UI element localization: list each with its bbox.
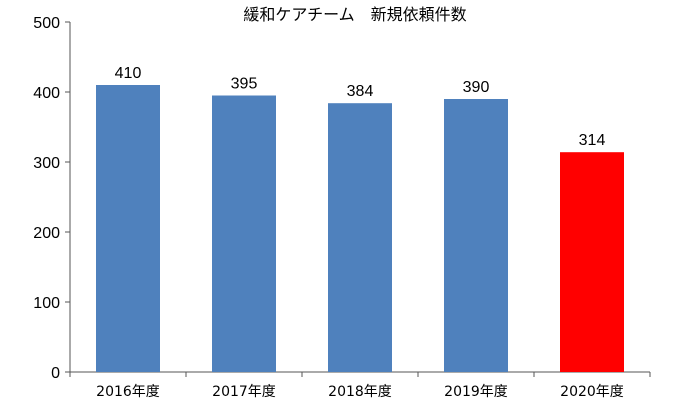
- y-tick-label: 500: [33, 15, 60, 32]
- bar: [96, 85, 160, 372]
- x-category-label: 2016年度: [96, 384, 160, 400]
- bar-value-label: 314: [579, 132, 606, 149]
- bar-value-label: 395: [231, 76, 258, 93]
- chart-title: 緩和ケアチーム 新規依頼件数: [243, 5, 466, 24]
- y-tick-label: 0: [51, 365, 60, 382]
- y-tick-label: 100: [33, 295, 60, 312]
- bar-value-label: 410: [115, 65, 142, 82]
- bar-series: [96, 85, 624, 372]
- bar-value-label: 384: [347, 83, 374, 100]
- x-category-label: 2018年度: [328, 384, 392, 400]
- x-axis-ticks: [69, 372, 651, 377]
- x-category-label: 2019年度: [444, 384, 508, 400]
- y-tick-label: 300: [33, 155, 60, 172]
- bar-value-label: 390: [463, 79, 490, 96]
- data-labels: 410 395 384 390 314: [115, 65, 606, 149]
- x-category-label: 2020年度: [560, 384, 624, 400]
- x-category-label: 2017年度: [212, 384, 276, 400]
- bar: [328, 103, 392, 372]
- bar: [212, 95, 276, 372]
- y-tick-label: 400: [33, 85, 60, 102]
- bar: [444, 99, 508, 372]
- y-axis-ticks: 0 100 200 300 400 500: [33, 15, 70, 382]
- bar: [560, 152, 624, 372]
- x-axis-labels: 2016年度 2017年度 2018年度 2019年度 2020年度: [96, 384, 624, 400]
- y-tick-label: 200: [33, 225, 60, 242]
